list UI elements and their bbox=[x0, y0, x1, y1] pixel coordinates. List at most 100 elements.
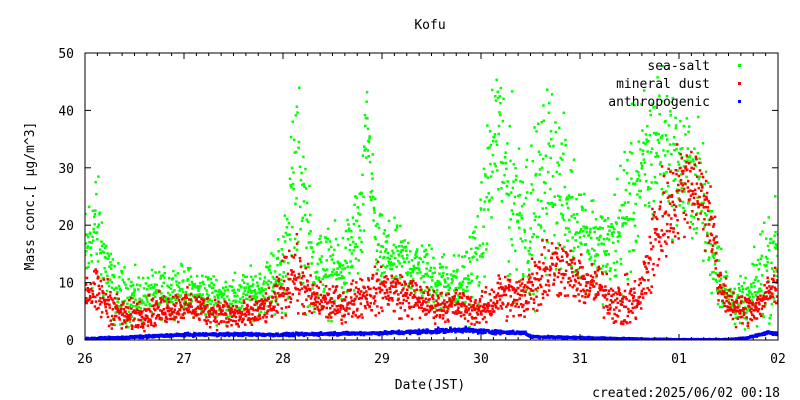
data-point bbox=[703, 218, 706, 221]
data-point bbox=[667, 124, 671, 127]
data-point bbox=[223, 297, 226, 301]
data-point bbox=[385, 235, 388, 238]
data-point bbox=[389, 264, 393, 267]
data-point bbox=[478, 244, 482, 247]
data-point bbox=[690, 166, 693, 170]
data-point bbox=[573, 262, 576, 265]
data-point bbox=[661, 233, 665, 237]
data-point bbox=[177, 320, 180, 324]
data-point bbox=[94, 268, 97, 271]
data-point bbox=[564, 269, 568, 272]
data-point bbox=[369, 287, 372, 291]
data-point bbox=[650, 285, 653, 288]
data-point bbox=[353, 246, 357, 249]
data-point bbox=[162, 295, 166, 298]
data-point bbox=[573, 270, 577, 273]
data-point bbox=[360, 313, 363, 316]
data-point bbox=[350, 252, 354, 255]
data-point bbox=[747, 301, 751, 305]
data-point bbox=[171, 290, 174, 294]
data-point bbox=[529, 288, 532, 291]
data-point bbox=[289, 277, 292, 281]
data-point bbox=[493, 133, 497, 136]
data-point bbox=[515, 302, 519, 305]
data-point bbox=[643, 173, 647, 176]
data-point bbox=[614, 268, 617, 272]
data-point bbox=[361, 154, 365, 157]
data-point bbox=[387, 299, 391, 302]
data-point bbox=[390, 267, 393, 271]
data-point bbox=[385, 275, 388, 278]
data-point bbox=[97, 306, 100, 310]
data-point bbox=[338, 262, 342, 265]
data-point bbox=[744, 287, 748, 291]
data-point bbox=[142, 322, 146, 326]
data-point bbox=[457, 302, 461, 306]
data-point bbox=[204, 313, 207, 317]
data-point bbox=[510, 209, 514, 212]
data-point bbox=[615, 274, 618, 277]
data-point bbox=[607, 253, 610, 256]
data-point bbox=[608, 277, 612, 281]
data-point bbox=[390, 296, 394, 300]
data-point bbox=[459, 286, 463, 289]
data-point bbox=[364, 306, 367, 310]
data-point bbox=[553, 272, 556, 275]
data-point bbox=[349, 288, 353, 291]
data-point bbox=[181, 313, 185, 316]
data-point bbox=[606, 312, 609, 315]
data-point bbox=[617, 288, 621, 291]
data-point bbox=[593, 249, 596, 252]
data-point bbox=[126, 319, 129, 322]
data-point bbox=[665, 242, 668, 245]
data-point bbox=[232, 319, 235, 323]
data-point bbox=[142, 301, 145, 304]
data-point bbox=[126, 302, 129, 305]
data-point bbox=[101, 250, 104, 253]
data-point bbox=[565, 198, 568, 201]
data-point bbox=[453, 303, 457, 307]
data-point bbox=[482, 167, 486, 171]
data-point bbox=[218, 288, 221, 292]
data-point bbox=[111, 308, 115, 311]
data-point bbox=[710, 233, 714, 237]
data-point bbox=[530, 280, 533, 284]
data-point bbox=[281, 253, 284, 256]
data-point bbox=[571, 196, 574, 199]
data-point bbox=[731, 298, 734, 302]
data-point bbox=[518, 297, 521, 300]
data-point bbox=[173, 296, 177, 299]
data-point bbox=[634, 317, 638, 320]
data-point bbox=[358, 236, 361, 239]
data-point bbox=[749, 291, 752, 294]
data-point bbox=[547, 280, 550, 283]
data-point bbox=[713, 263, 717, 266]
data-point bbox=[651, 212, 655, 216]
data-point bbox=[623, 289, 627, 293]
data-point bbox=[511, 288, 515, 291]
data-point bbox=[611, 317, 614, 320]
data-point bbox=[375, 249, 379, 252]
data-point bbox=[618, 209, 621, 212]
data-point bbox=[395, 226, 399, 229]
data-point bbox=[569, 196, 572, 199]
data-point bbox=[667, 167, 670, 171]
data-point bbox=[562, 249, 565, 252]
data-point bbox=[388, 287, 392, 290]
data-point bbox=[582, 274, 585, 278]
data-point bbox=[685, 117, 689, 120]
data-point bbox=[382, 232, 386, 235]
data-point bbox=[633, 103, 636, 107]
data-point bbox=[753, 245, 756, 249]
data-point bbox=[461, 301, 464, 304]
data-point bbox=[622, 203, 625, 207]
data-point bbox=[150, 298, 153, 302]
data-point bbox=[411, 284, 414, 288]
data-point bbox=[443, 278, 446, 281]
data-point bbox=[614, 249, 617, 253]
data-point bbox=[281, 292, 284, 295]
data-point bbox=[158, 270, 161, 274]
data-point bbox=[117, 297, 120, 301]
data-point bbox=[659, 200, 662, 204]
data-point bbox=[486, 176, 490, 180]
